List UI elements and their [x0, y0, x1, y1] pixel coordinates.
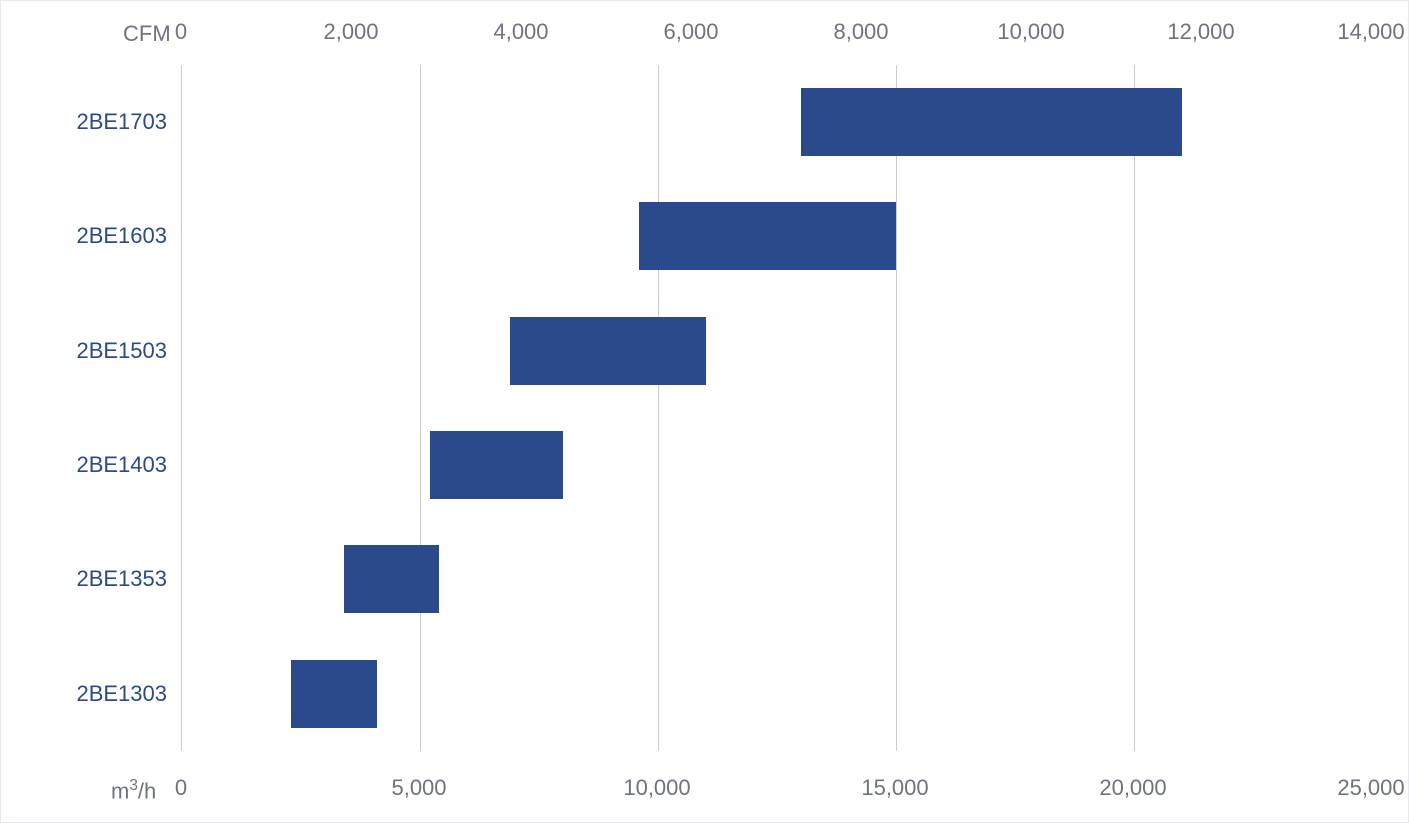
- bottom-axis-tick-label: 25,000: [1337, 775, 1404, 801]
- y-axis-category-label: 2BE1353: [76, 566, 167, 592]
- gridline: [896, 65, 897, 751]
- y-axis-category-label: 2BE1703: [76, 109, 167, 135]
- range-bar: [344, 545, 439, 613]
- range-bar-chart: 0 2,000 4,000 6,000 8,000 10,000 12,000 14,000 C…: [0, 0, 1409, 823]
- gridline: [1134, 65, 1135, 751]
- range-bar: [639, 202, 896, 270]
- bottom-axis-tick-label: 0: [175, 775, 187, 801]
- gridline: [420, 65, 421, 751]
- top-axis-title: CFM: [123, 21, 171, 47]
- y-axis-category-label: 2BE1603: [76, 223, 167, 249]
- top-axis-tick-label: 10,000: [997, 19, 1064, 45]
- top-axis-tick-label: 0: [175, 19, 187, 45]
- top-axis-tick-label: 8,000: [833, 19, 888, 45]
- top-axis-tick-label: 14,000: [1337, 19, 1404, 45]
- top-axis-tick-label: 6,000: [663, 19, 718, 45]
- y-axis-category-label: 2BE1403: [76, 452, 167, 478]
- top-axis-tick-label: 4,000: [493, 19, 548, 45]
- y-axis-category-label: 2BE1303: [76, 681, 167, 707]
- top-axis-tick-label: 2,000: [323, 19, 378, 45]
- gridline: [658, 65, 659, 751]
- bottom-axis-title: m3/h: [111, 777, 156, 804]
- bottom-axis-tick-label: 10,000: [623, 775, 690, 801]
- range-bar: [291, 660, 377, 728]
- top-axis-tick-label: 12,000: [1167, 19, 1234, 45]
- range-bar: [510, 317, 705, 385]
- range-bar: [801, 88, 1182, 156]
- y-axis-category-label: 2BE1503: [76, 338, 167, 364]
- bottom-axis-tick-label: 20,000: [1099, 775, 1166, 801]
- range-bar: [430, 431, 563, 499]
- bottom-axis-tick-label: 5,000: [391, 775, 446, 801]
- plot-area: [181, 65, 1372, 751]
- bottom-axis-tick-label: 15,000: [861, 775, 928, 801]
